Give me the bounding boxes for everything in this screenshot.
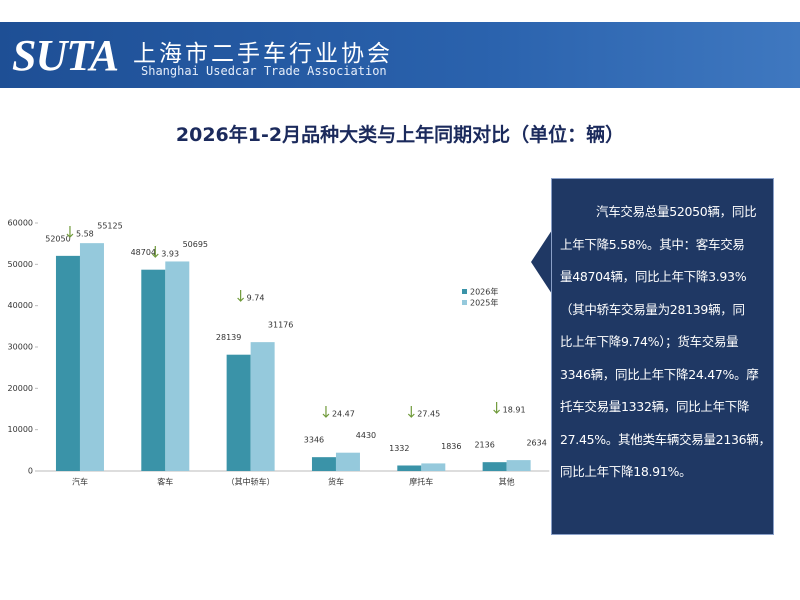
callout-pointer (531, 230, 552, 294)
value-label: 1836 (441, 442, 461, 451)
decline-arrow (151, 246, 159, 258)
y-tick-label: 60000 (8, 219, 33, 228)
value-label: 50695 (183, 240, 208, 249)
y-tick-label: 10000 (8, 425, 33, 434)
decline-arrow (322, 406, 330, 418)
decline-percent: 9.74 (247, 294, 265, 303)
value-label: 28139 (216, 333, 241, 342)
decline-percent: 18.91 (503, 406, 526, 415)
association-name: 上海市二手车行业协会 (133, 41, 393, 67)
y-tick-label: 20000 (8, 384, 33, 393)
summary-line: 汽车交易总量52050辆，同比 (596, 204, 757, 219)
legend-label: 2025年 (470, 298, 498, 308)
chart-title: 2026年1-2月品种大类与上年同期对比（单位：辆） (175, 124, 625, 146)
x-tick-label: 摩托车 (409, 477, 433, 487)
value-label: 2634 (526, 439, 546, 448)
summary-line: 上年下降5.58%。其中：客车交易 (560, 236, 745, 252)
bar (397, 465, 422, 471)
x-tick-label: （其中轿车） (227, 477, 275, 487)
value-label: 31176 (268, 321, 293, 330)
value-label: 2136 (474, 441, 494, 450)
bar (421, 463, 446, 471)
x-tick-label: 汽车 (72, 477, 88, 487)
decline-arrow (407, 406, 415, 418)
summary-box: 汽车交易总量52050辆，同比上年下降5.58%。其中：客车交易 量48704辆，… (551, 178, 774, 535)
bar (311, 457, 336, 471)
x-tick-label: 客车 (157, 477, 173, 487)
value-label: 1332 (389, 444, 409, 453)
decline-arrow (493, 402, 501, 414)
bar (250, 342, 275, 471)
bar (482, 462, 507, 471)
decline-arrow (66, 226, 74, 238)
legend-swatch (462, 300, 467, 305)
summary-line: （其中轿车交易量为28139辆，同 (560, 301, 745, 317)
bar (141, 269, 166, 471)
bar (79, 243, 104, 471)
y-tick-label: 50000 (8, 260, 33, 269)
bar (165, 261, 190, 471)
summary-line: 比上年下降9.74%）；货车交易量 (560, 334, 739, 349)
value-label: 52050 (45, 234, 70, 243)
y-tick-label: 40000 (8, 301, 33, 310)
decline-arrow (237, 290, 245, 302)
value-label: 48704 (131, 248, 156, 257)
y-tick-label: 30000 (8, 343, 33, 352)
y-tick-label: 0 (28, 467, 33, 476)
summary-line: 3346辆，同比上年下降24.47%。摩 (560, 366, 759, 382)
bar (226, 354, 251, 471)
legend-label: 2026年 (470, 287, 498, 297)
association-english-name: Shanghai Usedcar Trade Association (141, 64, 387, 78)
decline-percent: 3.93 (161, 250, 179, 259)
header-banner: SUTA 上海市二手车行业协会 Shanghai Usedcar Trade A… (0, 22, 800, 88)
value-label: 3346 (304, 436, 324, 445)
bar (55, 255, 80, 471)
value-label: 4430 (356, 431, 376, 440)
summary-line: 27.45%。其他类车辆交易量2136辆， (560, 431, 771, 447)
legend-swatch (462, 289, 467, 294)
summary-line: 量48704辆，同比上年下降3.93% (560, 269, 747, 284)
x-tick-label: 其他 (499, 477, 515, 487)
value-label: 55125 (97, 222, 122, 231)
decline-percent: 27.45 (417, 410, 440, 419)
bar (335, 452, 360, 471)
summary-line: 托车交易量1332辆，同比上年下降 (560, 399, 750, 414)
decline-percent: 24.47 (332, 410, 355, 419)
x-tick-label: 货车 (328, 477, 344, 487)
logo: SUTA (12, 31, 119, 80)
summary-line: 同比上年下降18.91%。 (560, 464, 692, 479)
bar (506, 460, 531, 471)
decline-percent: 5.58 (76, 230, 94, 239)
